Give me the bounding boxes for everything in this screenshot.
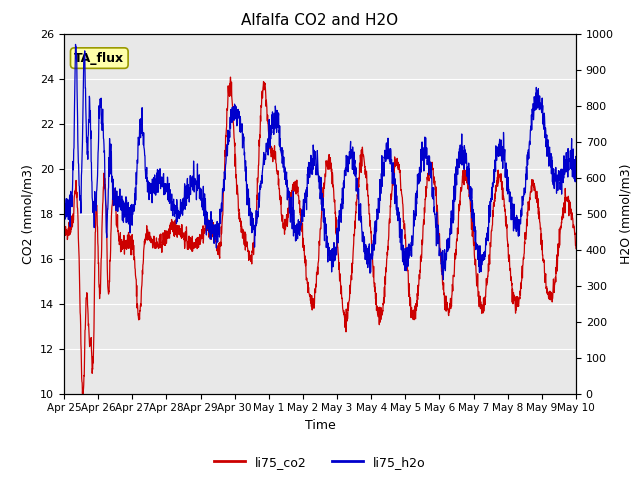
Text: TA_flux: TA_flux [74,51,124,65]
Y-axis label: H2O (mmol/m3): H2O (mmol/m3) [620,163,632,264]
Y-axis label: CO2 (mmol/m3): CO2 (mmol/m3) [22,164,35,264]
Title: Alfalfa CO2 and H2O: Alfalfa CO2 and H2O [241,13,399,28]
Legend: li75_co2, li75_h2o: li75_co2, li75_h2o [209,451,431,474]
X-axis label: Time: Time [305,419,335,432]
